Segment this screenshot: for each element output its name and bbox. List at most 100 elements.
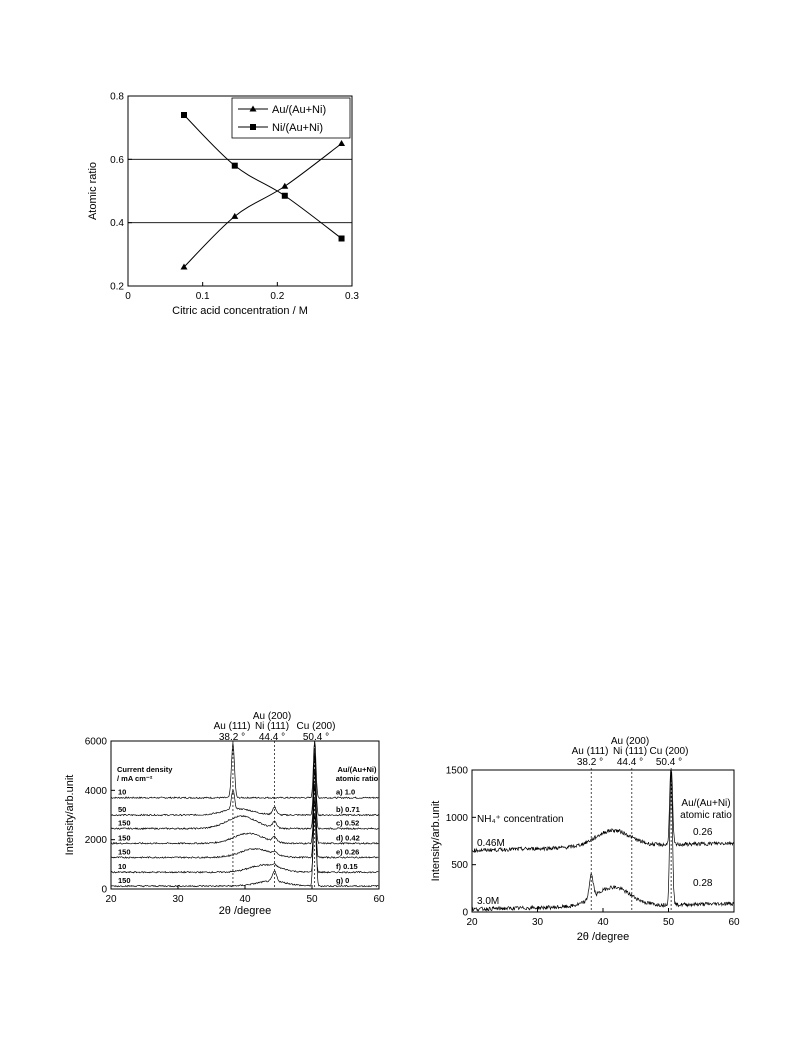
ratio-header-2: atomic ratio <box>336 774 379 783</box>
ratio-header-1: Au/(Au+Ni) <box>338 765 377 774</box>
xrd-pattern-g <box>110 747 379 888</box>
peak-angle-cu200: 50.4 ° <box>303 732 329 743</box>
atomic-ratio-label: c) 0.52 <box>336 819 359 828</box>
plot-frame <box>471 769 735 913</box>
legend-box <box>231 97 351 139</box>
diffraction-patterns <box>110 740 379 888</box>
y-tick-label: 1500 <box>446 766 469 777</box>
current-density-label: 150 <box>118 876 131 885</box>
xrd-pattern-e <box>110 798 379 859</box>
peak-label-cu200: Cu (200) <box>650 746 689 757</box>
data-point-square <box>231 162 238 169</box>
current-density-label: 10 <box>118 862 126 871</box>
peak-label-ni111: Ni (111) <box>255 721 289 732</box>
x-tick-label: 50 <box>663 917 675 928</box>
series-label-30m: 3.0M <box>477 896 499 907</box>
data-point-triangle <box>281 182 289 189</box>
legend-label-au: Au/(Au+Ni) <box>272 104 326 116</box>
x-tick-label: 20 <box>105 894 117 905</box>
nh4-annotation: NH₄⁺ concentration <box>477 814 564 825</box>
peak-angle-au111: 38.2 ° <box>577 757 603 768</box>
peak-label-au200: Au (200) <box>253 711 291 722</box>
legend-marker-triangle <box>249 105 257 112</box>
xrd-pattern-30m <box>471 771 735 912</box>
y-tick-label: 0 <box>462 908 468 919</box>
y-ticks: 0 2000 4000 6000 <box>85 737 115 896</box>
x-tick-label: 20 <box>466 917 478 928</box>
x-tick-label: 30 <box>532 917 544 928</box>
x-tick-label: 30 <box>172 894 184 905</box>
y-tick-label: 0.4 <box>110 218 124 229</box>
diffraction-patterns <box>471 769 735 912</box>
current-density-label: 50 <box>118 805 126 814</box>
current-density-header-2: / mA cm⁻² <box>117 774 153 783</box>
y-tick-label: 0.2 <box>110 282 124 293</box>
atomic-ratio-label: d) 0.42 <box>336 833 360 842</box>
x-tick-label: 50 <box>306 894 318 905</box>
series-labels: 10 a) 1.0 50 b) 0.71 150 c) 0.52 150 d) 0.42 150… <box>118 788 360 885</box>
x-ticks: 20 30 40 50 60 <box>466 908 740 928</box>
y-tick-label: 4000 <box>85 786 108 797</box>
y-tick-label: 2000 <box>85 835 108 846</box>
current-density-label: 10 <box>118 788 126 797</box>
data-point-square <box>338 235 345 242</box>
peak-lines <box>590 768 672 912</box>
y-tick-label: 0.6 <box>110 155 124 166</box>
x-ticks: 20 30 40 50 60 <box>105 885 385 905</box>
data-point-square <box>281 192 288 199</box>
legend: Au/(Au+Ni) Ni/(Au+Ni) <box>231 97 351 139</box>
peak-label-au111: Au (111) <box>214 721 251 732</box>
xrd-pattern-d <box>110 783 379 845</box>
x-tick-label: 40 <box>239 894 251 905</box>
peak-angle-44: 44.4 ° <box>617 757 643 768</box>
xrd-pattern-b <box>110 755 379 817</box>
xrd-pattern-f <box>110 813 379 874</box>
peak-label-au111: Au (111) <box>572 746 609 757</box>
current-density-label: 150 <box>118 819 131 828</box>
y-tick-label: 500 <box>451 860 468 871</box>
ratio-header-1: Au/(Au+Ni) <box>681 798 730 809</box>
atomic-ratio-label: e) 0.26 <box>336 847 359 856</box>
y-axis-label: Atomic ratio <box>87 162 99 220</box>
x-tick-label: 0.3 <box>345 291 359 302</box>
x-tick-label: 60 <box>728 917 740 928</box>
peak-label-cu200: Cu (200) <box>297 721 336 732</box>
xrd-pattern-c <box>110 769 379 831</box>
atomic-ratio-label: g) 0 <box>336 876 349 885</box>
y-ticks: 0 500 1000 1500 <box>446 766 476 919</box>
chart-atomic-ratio: 0 0.1 0.2 0.3 0.2 0.4 0.6 0.8 Citric acid conc… <box>87 92 359 318</box>
x-ticks: 0 0.1 0.2 0.3 <box>125 282 359 302</box>
peak-angle-44: 44.4 ° <box>259 732 285 743</box>
hlines <box>128 158 352 224</box>
ratio-header-2: atomic ratio <box>680 810 732 821</box>
x-axis-label: Citric acid concentration / M <box>172 305 308 317</box>
x-axis-label: 2θ /degree <box>219 905 272 917</box>
y-tick-label: 1000 <box>446 813 469 824</box>
series-lines <box>180 112 346 270</box>
peak-label-au200: Au (200) <box>611 736 649 747</box>
y-tick-label: 6000 <box>85 737 108 748</box>
data-point-triangle <box>231 212 239 219</box>
x-tick-label: 60 <box>373 894 385 905</box>
y-tick-label: 0 <box>101 885 107 896</box>
x-axis-label: 2θ /degree <box>577 931 630 943</box>
x-tick-label: 0.2 <box>270 291 284 302</box>
series-line-ni <box>183 114 342 239</box>
atomic-ratio-label: a) 1.0 <box>336 788 355 797</box>
data-point-triangle <box>338 140 346 146</box>
peak-angle-cu200: 50.4 ° <box>656 757 682 768</box>
atomic-ratio-label: b) 0.71 <box>336 805 360 814</box>
data-point-triangle <box>180 263 188 270</box>
data-point-square <box>181 112 187 118</box>
series-ratio-046m: 0.26 <box>693 827 713 838</box>
y-axis-label: Intensity/arb.unit <box>430 801 442 882</box>
series-ratio-30m: 0.28 <box>693 878 713 889</box>
atomic-ratio-label: f) 0.15 <box>336 862 358 871</box>
y-axis-label: Intensity/arb.unit <box>64 775 76 856</box>
peak-angle-au111: 38.2 ° <box>219 732 245 743</box>
xrd-pattern-a <box>110 740 379 800</box>
current-density-label: 150 <box>118 833 131 842</box>
y-ticks: 0.2 0.4 0.6 0.8 <box>110 92 132 293</box>
x-tick-label: 0 <box>125 291 131 302</box>
